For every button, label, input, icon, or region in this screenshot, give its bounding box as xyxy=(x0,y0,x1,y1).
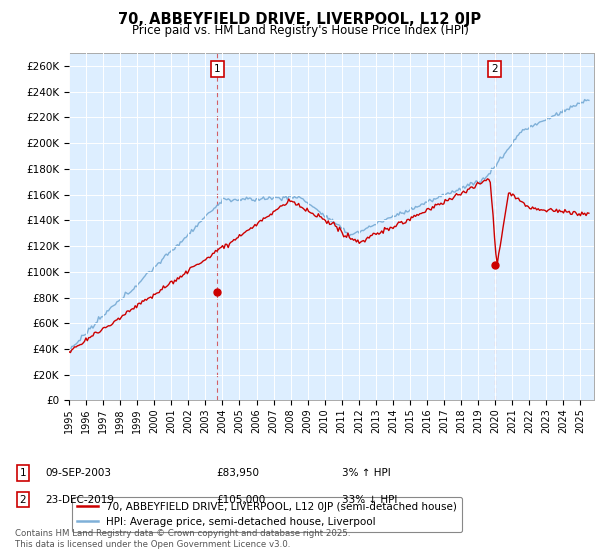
Text: 70, ABBEYFIELD DRIVE, LIVERPOOL, L12 0JP: 70, ABBEYFIELD DRIVE, LIVERPOOL, L12 0JP xyxy=(118,12,482,27)
Text: 09-SEP-2003: 09-SEP-2003 xyxy=(45,468,111,478)
Text: 1: 1 xyxy=(214,64,220,73)
Text: Price paid vs. HM Land Registry's House Price Index (HPI): Price paid vs. HM Land Registry's House … xyxy=(131,24,469,36)
Text: 33% ↓ HPI: 33% ↓ HPI xyxy=(342,494,397,505)
Text: 2: 2 xyxy=(491,64,498,73)
Text: Contains HM Land Registry data © Crown copyright and database right 2025.
This d: Contains HM Land Registry data © Crown c… xyxy=(15,529,350,549)
Text: 23-DEC-2019: 23-DEC-2019 xyxy=(45,494,114,505)
Text: 2: 2 xyxy=(19,494,26,505)
Text: 3% ↑ HPI: 3% ↑ HPI xyxy=(342,468,391,478)
Text: £105,000: £105,000 xyxy=(216,494,265,505)
Text: £83,950: £83,950 xyxy=(216,468,259,478)
Legend: 70, ABBEYFIELD DRIVE, LIVERPOOL, L12 0JP (semi-detached house), HPI: Average pri: 70, ABBEYFIELD DRIVE, LIVERPOOL, L12 0JP… xyxy=(71,497,462,533)
Text: 1: 1 xyxy=(19,468,26,478)
